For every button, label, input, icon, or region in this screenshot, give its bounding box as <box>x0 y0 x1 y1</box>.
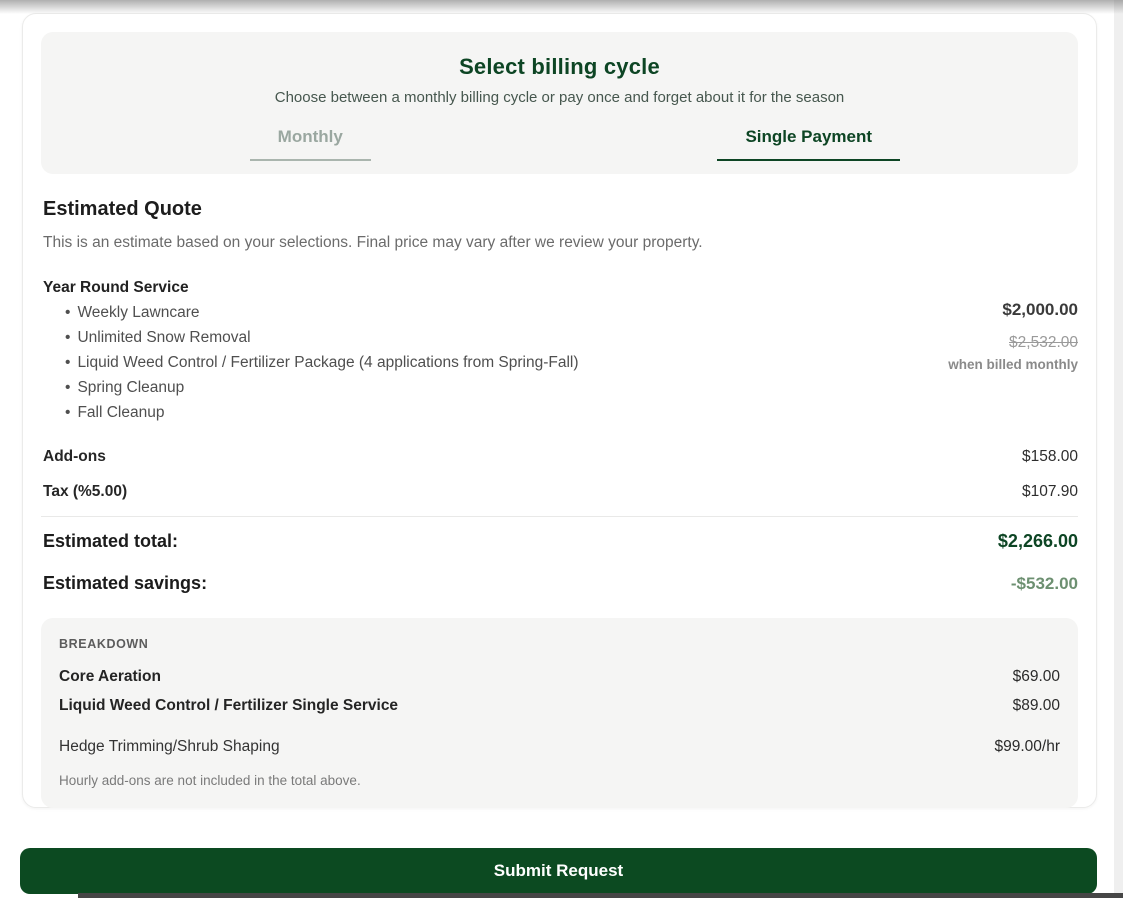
package-name: Year Round Service <box>43 279 189 296</box>
breakdown-row: Core Aeration $69.00 <box>59 668 1060 686</box>
package-compare-price: $2,532.00 <box>1009 334 1078 351</box>
quote-description: This is an estimate based on your select… <box>43 234 703 251</box>
bullet-icon: • <box>65 329 71 346</box>
package-item-label: Liquid Weed Control / Fertilizer Package… <box>77 354 579 371</box>
tax-value: $107.90 <box>1021 483 1078 500</box>
billing-cycle-tabs: Monthly Single Payment <box>61 127 1058 161</box>
submit-request-button[interactable]: Submit Request <box>20 848 1097 894</box>
breakdown-note: Hourly add-ons are not included in the t… <box>59 773 361 788</box>
bullet-icon: • <box>65 379 71 396</box>
tax-label: Tax (%5.00) <box>43 483 128 500</box>
breakdown-item-price: $89.00 <box>1012 697 1060 714</box>
tab-monthly-label: Monthly <box>249 127 371 161</box>
breakdown-item-name: Core Aeration <box>59 668 161 685</box>
estimated-total-value: $2,266.00 <box>997 531 1078 551</box>
tab-single-payment-label: Single Payment <box>717 127 901 161</box>
estimated-total-label: Estimated total: <box>43 531 179 551</box>
divider <box>41 516 1078 517</box>
package-item: • Spring Cleanup <box>43 375 579 400</box>
breakdown-row: Hedge Trimming/Shrub Shaping $99.00/hr <box>59 738 1060 756</box>
tab-single-payment[interactable]: Single Payment <box>560 127 1059 161</box>
top-scroll-shadow <box>0 0 1123 14</box>
package-details: Year Round Service • Weekly Lawncare • U… <box>43 276 579 425</box>
package-line-item: Year Round Service • Weekly Lawncare • U… <box>41 276 1078 425</box>
package-item: • Unlimited Snow Removal <box>43 325 579 350</box>
scrollbar-track[interactable] <box>1114 0 1123 898</box>
addons-value: $158.00 <box>1021 448 1078 465</box>
addons-label: Add-ons <box>43 448 106 465</box>
quote-title: Estimated Quote <box>43 198 202 220</box>
breakdown-label: BREAKDOWN <box>59 637 149 651</box>
tax-row: Tax (%5.00) $107.90 <box>41 483 1078 501</box>
package-item: • Liquid Weed Control / Fertilizer Packa… <box>43 350 579 375</box>
tab-monthly[interactable]: Monthly <box>61 127 560 161</box>
package-item-label: Weekly Lawncare <box>77 304 200 321</box>
package-compare-note: when billed monthly <box>948 357 1078 372</box>
estimated-savings-label: Estimated savings: <box>43 573 208 593</box>
billing-cycle-title: Select billing cycle <box>459 54 660 79</box>
quote-card: Select billing cycle Choose between a mo… <box>22 13 1097 808</box>
package-pricing: $2,000.00 $2,532.00 when billed monthly <box>948 276 1078 425</box>
package-item: • Fall Cleanup <box>43 400 579 425</box>
bullet-icon: • <box>65 304 71 321</box>
breakdown-row: Liquid Weed Control / Fertilizer Single … <box>59 697 1060 715</box>
package-item: • Weekly Lawncare <box>43 300 579 325</box>
breakdown-panel: BREAKDOWN Core Aeration $69.00 Liquid We… <box>41 618 1078 808</box>
estimated-savings-row: Estimated savings: -$532.00 <box>41 573 1078 594</box>
breakdown-item-price: $99.00/hr <box>994 738 1061 755</box>
bullet-icon: • <box>65 404 71 421</box>
billing-cycle-subtitle: Choose between a monthly billing cycle o… <box>274 89 845 106</box>
breakdown-item-name: Hedge Trimming/Shrub Shaping <box>59 738 280 755</box>
estimated-total-row: Estimated total: $2,266.00 <box>41 531 1078 552</box>
addons-row: Add-ons $158.00 <box>41 448 1078 466</box>
breakdown-item-name: Liquid Weed Control / Fertilizer Single … <box>59 697 399 714</box>
bullet-icon: • <box>65 354 71 371</box>
package-item-label: Unlimited Snow Removal <box>77 329 251 346</box>
bottom-edge-bar <box>78 893 1123 898</box>
breakdown-item-price: $69.00 <box>1012 668 1060 685</box>
billing-cycle-panel: Select billing cycle Choose between a mo… <box>41 32 1078 174</box>
package-item-label: Fall Cleanup <box>77 404 165 421</box>
package-item-label: Spring Cleanup <box>77 379 185 396</box>
package-price: $2,000.00 <box>1002 300 1078 319</box>
estimated-savings-value: -$532.00 <box>1010 574 1078 593</box>
